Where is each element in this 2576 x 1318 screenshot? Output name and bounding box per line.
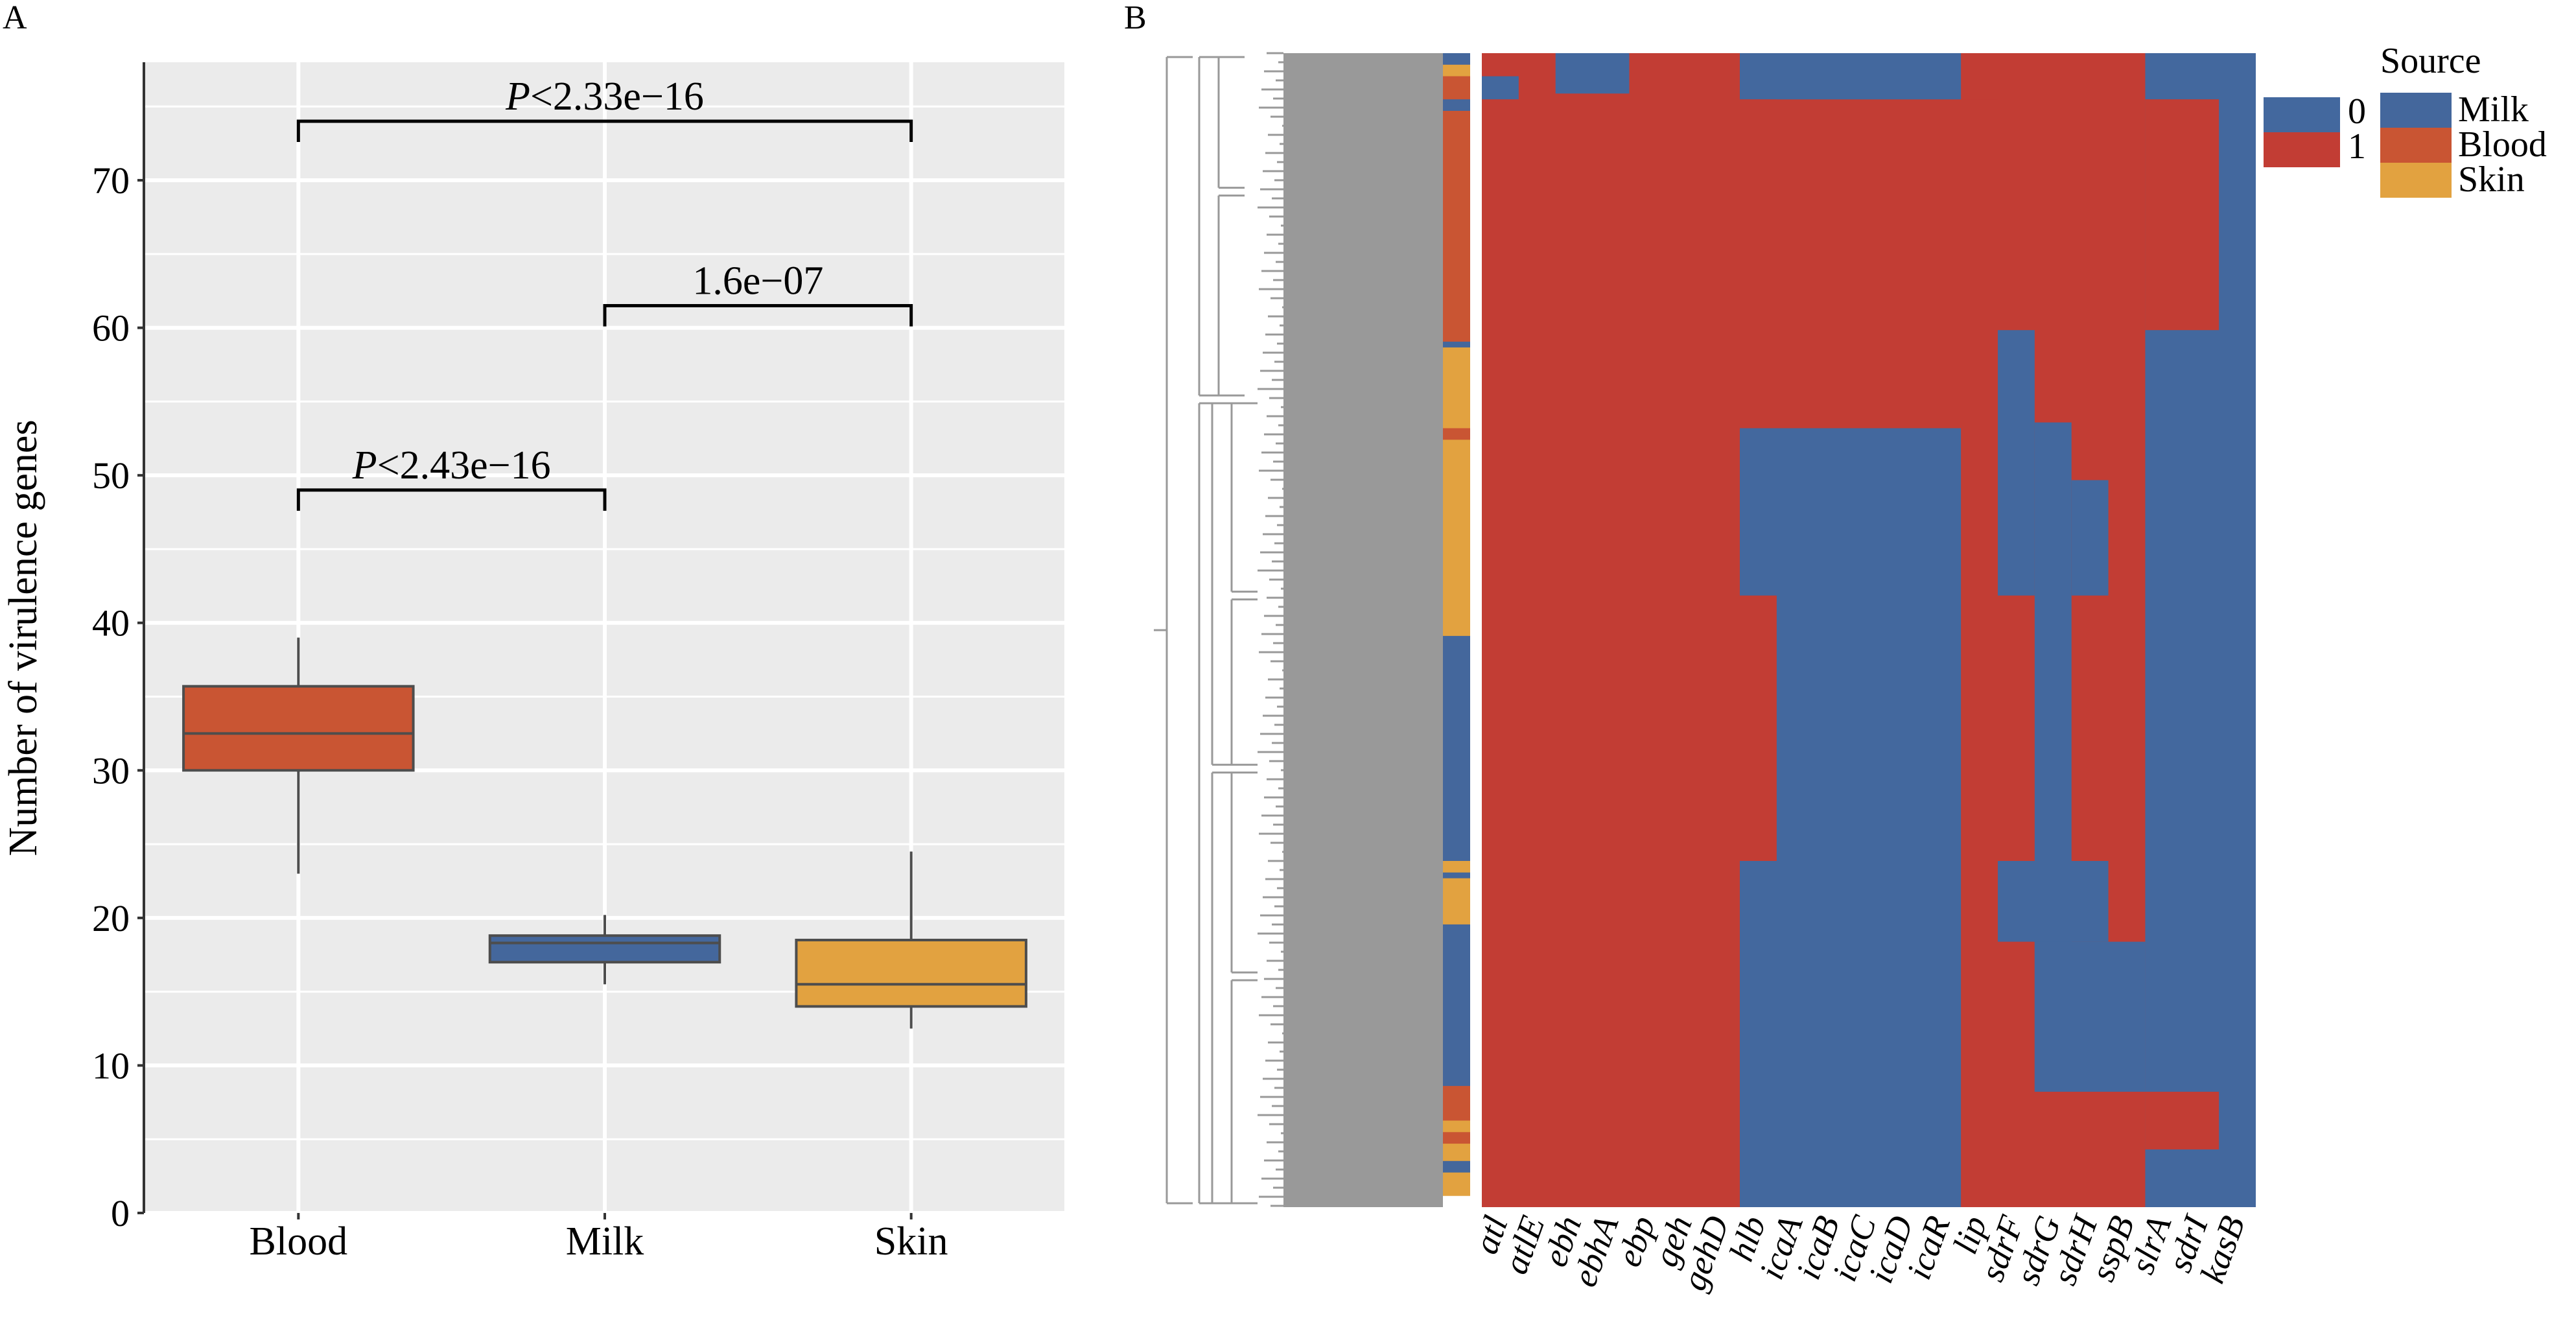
heatmap-region-4 — [1740, 53, 1961, 100]
panel-a-y-axis-title: Number of virulence genes — [1, 419, 45, 856]
y-tick-label-6: 60 — [92, 307, 130, 349]
source-bar-segment-8 — [1443, 440, 1470, 637]
source-bar-segment-0 — [1443, 53, 1470, 65]
panel-b-gene-labels: atlatlEebhebhAebpgehgehDhlbicaAicaBicaCi… — [1466, 1209, 2253, 1295]
heatmap-region-12 — [1998, 861, 2109, 942]
y-tick-label-0: 0 — [111, 1192, 130, 1234]
value-legend-swatch-1 — [2264, 132, 2340, 167]
value-legend-label-0: 0 — [2348, 91, 2366, 132]
source-legend-label-blood: Blood — [2458, 124, 2547, 165]
source-bar-segment-10 — [1443, 861, 1470, 873]
x-tick-label-1: Milk — [566, 1219, 644, 1264]
source-bar-segment-12 — [1443, 878, 1470, 925]
source-bar-segment-6 — [1443, 347, 1470, 429]
comparison-label-1: 1.6e−07 — [692, 259, 823, 303]
source-bar-segment-15 — [1443, 1120, 1470, 1133]
source-legend-swatch-milk — [2380, 93, 2452, 128]
value-legend: 0 1 — [2264, 91, 2366, 167]
source-bar-segment-14 — [1443, 1086, 1470, 1121]
x-tick-label-0: Blood — [250, 1219, 348, 1264]
source-legend-title: Source — [2380, 41, 2481, 81]
heatmap-region-8 — [2145, 99, 2219, 331]
comparison-label-2: P<2.43e−16 — [352, 443, 551, 488]
comparison-bracket-2 — [296, 488, 607, 511]
dendrogram-branches — [1154, 52, 1283, 1207]
source-legend-swatch-blood — [2380, 128, 2452, 163]
value-legend-swatch-0 — [2264, 97, 2340, 132]
source-bar-segment-13 — [1443, 924, 1470, 1087]
comparison-bracket-1 — [603, 303, 913, 327]
source-bar-segment-3 — [1443, 99, 1470, 112]
source-legend-swatch-skin — [2380, 163, 2452, 198]
panel-a-boxes — [182, 637, 1027, 1029]
heatmap-region-11 — [2071, 480, 2109, 596]
box-milk — [488, 934, 721, 964]
x-tick-label-2: Skin — [874, 1219, 948, 1264]
panel-b-source-bar — [1443, 53, 1470, 1196]
heatmap-region-5 — [1482, 76, 1519, 100]
panel-b-dendrogram — [1154, 52, 1443, 1207]
source-bar-segment-17 — [1443, 1144, 1470, 1162]
source-bar-segment-18 — [1443, 1160, 1470, 1173]
source-bar-segment-5 — [1443, 342, 1470, 348]
source-legend-label-milk: Milk — [2458, 89, 2529, 130]
heatmap-region-3 — [1961, 53, 1998, 100]
source-bar-segment-19 — [1443, 1172, 1470, 1196]
source-bar-segment-4 — [1443, 111, 1470, 342]
comparison-bracket-0 — [296, 119, 913, 143]
source-bar-segment-2 — [1443, 76, 1470, 100]
y-tick-label-7: 70 — [92, 159, 130, 202]
source-legend: Source Milk Blood Skin — [2380, 41, 2547, 200]
panel-a-y-ticks: 0 10 20 30 40 50 60 70 — [92, 159, 144, 1234]
source-bar-segment-9 — [1443, 635, 1470, 862]
box-skin — [795, 939, 1027, 1008]
heatmap-region-13 — [2034, 941, 2146, 1092]
panel-a-label: A — [3, 0, 27, 36]
source-bar-segment-16 — [1443, 1132, 1470, 1144]
y-tick-label-4: 40 — [92, 602, 130, 644]
value-legend-label-1: 1 — [2348, 126, 2366, 167]
source-bar-segment-1 — [1443, 64, 1470, 77]
panel-b-heatmap — [1482, 53, 2256, 1207]
panel-b-label: B — [1124, 0, 1147, 36]
heatmap-region-9 — [1998, 330, 2035, 596]
heatmap-region-14 — [2145, 1092, 2219, 1149]
comparison-label-0: P<2.33e−16 — [505, 75, 704, 119]
y-tick-label-1: 10 — [92, 1044, 130, 1087]
panel-a-x-ticks: Blood Milk Skin — [250, 1213, 948, 1264]
heatmap-region-6 — [1555, 53, 1630, 94]
y-tick-label-2: 20 — [92, 897, 130, 939]
dendrogram-leaf-block — [1283, 53, 1443, 1207]
heatmap-region-15 — [1740, 595, 1777, 861]
source-legend-label-skin: Skin — [2458, 159, 2525, 200]
panel-a-comparisons: P<2.33e−16 1.6e−07 P<2.43e−16 — [296, 75, 913, 511]
source-bar-segment-7 — [1443, 428, 1470, 440]
source-bar-segment-11 — [1443, 872, 1470, 879]
box-blood — [182, 685, 415, 772]
y-tick-label-3: 30 — [92, 749, 130, 792]
y-tick-label-5: 50 — [92, 454, 130, 497]
